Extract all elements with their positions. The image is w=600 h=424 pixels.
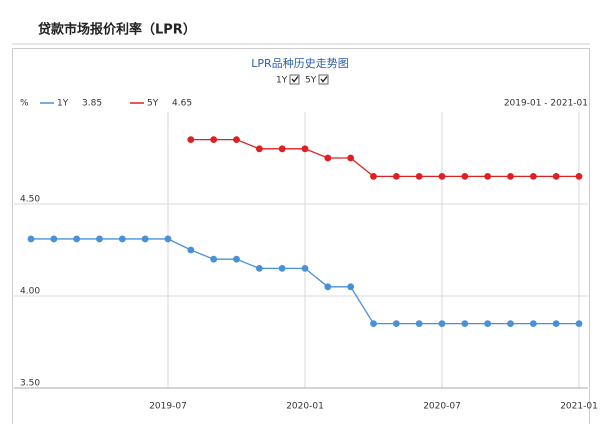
data-point — [164, 235, 172, 243]
data-point — [301, 145, 309, 153]
data-point — [507, 173, 514, 180]
y-tick-label: 3.50 — [20, 379, 40, 389]
data-point — [370, 173, 377, 180]
data-point — [324, 154, 332, 162]
data-point — [96, 235, 103, 243]
data-point — [118, 235, 126, 243]
data-point — [233, 255, 240, 263]
data-point — [529, 320, 537, 327]
x-tick-label: 2020-07 — [423, 402, 461, 412]
data-point — [324, 283, 332, 291]
data-point — [415, 173, 423, 180]
data-point — [461, 173, 469, 180]
data-point — [187, 246, 195, 254]
x-tick-label: 2020-01 — [286, 402, 324, 412]
data-point — [552, 320, 560, 327]
data-point — [255, 265, 263, 272]
toggle-label: 5Y — [305, 76, 317, 86]
data-point — [73, 235, 81, 243]
x-tick-label: 2021-01 — [560, 402, 598, 412]
toggle-label: 1Y — [276, 76, 288, 86]
checkbox[interactable] — [318, 74, 329, 85]
data-point — [529, 173, 537, 180]
x-tick-label: 2019-07 — [149, 402, 187, 412]
legend-label: 5Y — [147, 99, 159, 109]
date-range: 2019-01 - 2021-01 — [504, 99, 588, 109]
legend-value: 4.65 — [172, 99, 192, 109]
data-point — [392, 320, 400, 327]
data-point — [392, 173, 400, 180]
data-point — [507, 320, 514, 327]
panel — [12, 48, 590, 424]
data-point — [484, 320, 492, 327]
page-title: 贷款市场报价利率（LPR） — [38, 22, 196, 38]
data-point — [301, 265, 309, 272]
data-point — [210, 255, 218, 263]
check — [291, 76, 299, 83]
data-point — [50, 235, 58, 243]
data-point — [278, 145, 286, 153]
data-point — [370, 320, 377, 327]
y-tick-label: 4.00 — [20, 287, 40, 297]
data-point — [233, 136, 240, 144]
y-tick-label: 4.50 — [20, 195, 40, 205]
data-point — [484, 173, 492, 180]
legend-value: 3.85 — [82, 99, 102, 109]
data-point — [347, 154, 355, 162]
data-point — [575, 173, 583, 180]
data-point — [278, 265, 286, 272]
data-point — [575, 320, 583, 327]
data-point — [255, 145, 263, 153]
legend-label: 1Y — [57, 99, 69, 109]
data-point — [27, 235, 35, 243]
data-point — [141, 235, 149, 243]
data-point — [552, 173, 560, 180]
data-point — [210, 136, 218, 144]
series-line — [190, 138, 579, 178]
data-point — [461, 320, 469, 327]
data-point — [415, 320, 423, 327]
data-point — [438, 320, 446, 327]
check — [320, 76, 328, 83]
chart-title: LPR品种历史走势图 — [251, 56, 348, 70]
data-point — [438, 173, 446, 180]
y-unit: % — [20, 99, 29, 109]
toggles: 1Y 5Y — [276, 74, 329, 86]
data-point — [187, 136, 195, 144]
data-point — [347, 283, 355, 291]
checkbox[interactable] — [289, 74, 300, 85]
